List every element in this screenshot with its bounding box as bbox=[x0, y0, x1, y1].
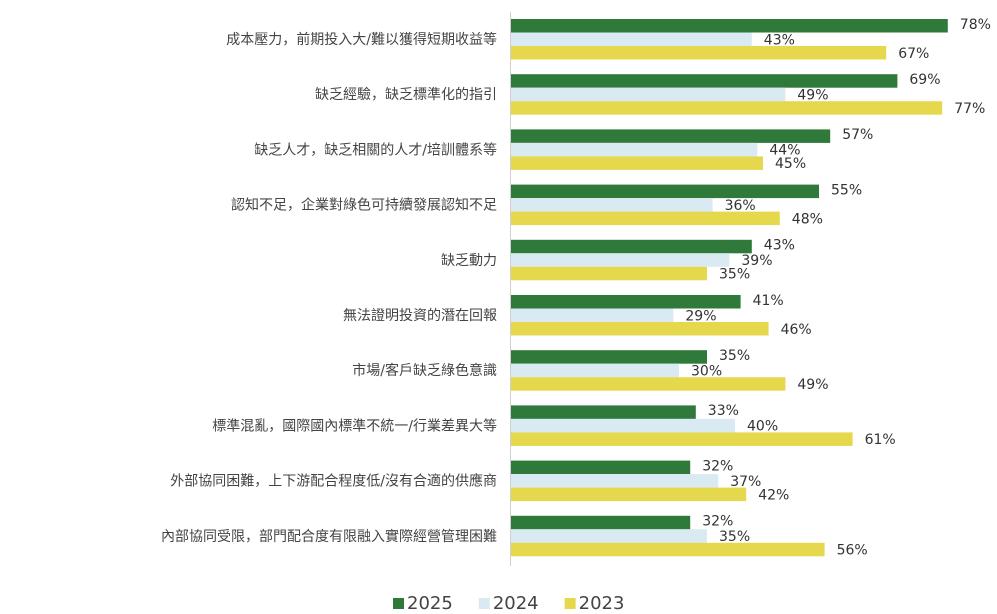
bar bbox=[511, 253, 730, 267]
bar bbox=[511, 308, 674, 322]
legend-swatch bbox=[478, 598, 490, 609]
bar bbox=[511, 74, 898, 88]
value-label: 40% bbox=[747, 419, 778, 435]
category-label: 內部協同受限，部門配合度有限融入實際經營管理困難 bbox=[161, 528, 497, 545]
bar bbox=[511, 239, 752, 254]
bar bbox=[511, 101, 943, 115]
bar bbox=[511, 474, 719, 488]
bar bbox=[511, 529, 707, 543]
bar bbox=[511, 156, 763, 170]
value-label: 35% bbox=[719, 529, 750, 545]
value-label: 77% bbox=[954, 101, 985, 117]
value-label: 44% bbox=[769, 143, 800, 159]
value-label: 39% bbox=[741, 253, 772, 269]
legend-label: 2023 bbox=[579, 593, 625, 614]
value-label: 49% bbox=[797, 87, 828, 103]
bar bbox=[511, 418, 735, 433]
bar bbox=[511, 266, 707, 281]
legend-label: 2024 bbox=[493, 593, 539, 614]
value-label: 30% bbox=[691, 363, 722, 379]
category-label: 市場/客戶缺乏綠色意識 bbox=[352, 362, 497, 379]
category-label: 無法證明投資的潛在回報 bbox=[343, 307, 497, 324]
value-label: 46% bbox=[781, 322, 812, 338]
category-label: 缺乏動力 bbox=[441, 253, 497, 269]
category-label: 標準混亂，國際國內標準不統一/行業差異大等 bbox=[212, 417, 497, 434]
bar bbox=[511, 19, 948, 33]
bar bbox=[511, 142, 758, 157]
value-label: 45% bbox=[775, 156, 806, 172]
category-label: 認知不足，企業對綠色可持續發展認知不足 bbox=[231, 197, 497, 214]
category-label: 缺乏人才，缺乏相關的人才/培訓體系等 bbox=[254, 141, 497, 158]
category-label: 缺乏經驗，缺乏標準化的指引 bbox=[315, 87, 497, 103]
bar bbox=[511, 295, 741, 309]
bar bbox=[511, 184, 819, 199]
value-label: 43% bbox=[764, 32, 795, 48]
bar bbox=[511, 350, 707, 364]
value-label: 35% bbox=[719, 348, 750, 364]
value-label: 56% bbox=[837, 543, 868, 559]
value-label: 43% bbox=[764, 238, 795, 254]
bar bbox=[511, 460, 691, 475]
legend-label: 2025 bbox=[407, 593, 453, 614]
value-label: 35% bbox=[719, 267, 750, 283]
category-label: 成本壓力，前期投入大/難以獲得短期收益等 bbox=[226, 31, 497, 48]
value-label: 29% bbox=[685, 308, 716, 324]
bar bbox=[511, 211, 780, 226]
bar bbox=[511, 542, 825, 557]
value-label: 61% bbox=[865, 432, 896, 448]
value-label: 48% bbox=[792, 211, 823, 227]
value-label: 36% bbox=[725, 198, 756, 214]
value-label: 78% bbox=[960, 17, 991, 33]
value-label: 42% bbox=[758, 487, 789, 503]
value-label: 69% bbox=[909, 72, 940, 88]
value-label: 41% bbox=[753, 293, 784, 309]
category-label: 外部協同困難，上下游配合程度低/沒有合適的供應商 bbox=[170, 473, 497, 490]
value-label: 57% bbox=[842, 127, 873, 143]
bar bbox=[511, 487, 747, 502]
bar bbox=[511, 87, 786, 102]
value-label: 37% bbox=[730, 474, 761, 490]
bar bbox=[511, 46, 887, 60]
bar bbox=[511, 363, 679, 378]
bar bbox=[511, 198, 713, 212]
bar bbox=[511, 377, 786, 391]
legend-swatch bbox=[564, 598, 576, 609]
bar bbox=[511, 515, 691, 530]
bar bbox=[511, 322, 769, 336]
value-label: 67% bbox=[898, 46, 929, 62]
bar bbox=[511, 129, 831, 143]
value-label: 32% bbox=[702, 458, 733, 474]
legend-swatch bbox=[393, 598, 404, 609]
bar bbox=[511, 32, 752, 46]
value-label: 55% bbox=[831, 182, 862, 198]
value-label: 49% bbox=[797, 377, 828, 393]
bar bbox=[511, 432, 853, 446]
value-label: 33% bbox=[708, 403, 739, 419]
bar bbox=[511, 405, 696, 419]
value-label: 32% bbox=[702, 514, 733, 530]
